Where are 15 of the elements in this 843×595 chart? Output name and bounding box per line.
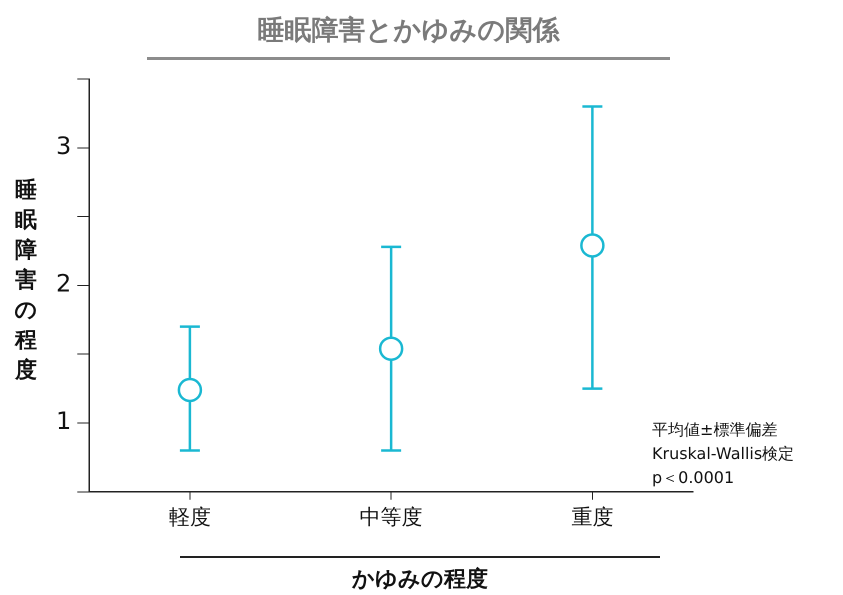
y-tick-label: 1 xyxy=(56,407,72,436)
x-tick-label: 中等度 xyxy=(360,504,423,529)
x-axis-title: かゆみの程度 xyxy=(351,566,489,594)
annotation: p＜0.0001 xyxy=(652,467,736,489)
y-tick-label: 2 xyxy=(56,270,72,298)
annotation: 平均値±標準偏差 xyxy=(652,419,778,441)
y-tick-label: 3 xyxy=(56,132,72,160)
x-tick-label: 重度 xyxy=(571,504,614,529)
point xyxy=(178,378,202,402)
chart-title: 睡眠障害とかゆみの関係 xyxy=(256,14,561,48)
annotation: Kruskal-Wallis検定 xyxy=(652,443,794,465)
y-axis-title: 睡眠障害の程度 xyxy=(14,177,38,385)
x-tick-label: 軽度 xyxy=(168,504,211,529)
point xyxy=(378,336,404,361)
point xyxy=(580,233,605,258)
